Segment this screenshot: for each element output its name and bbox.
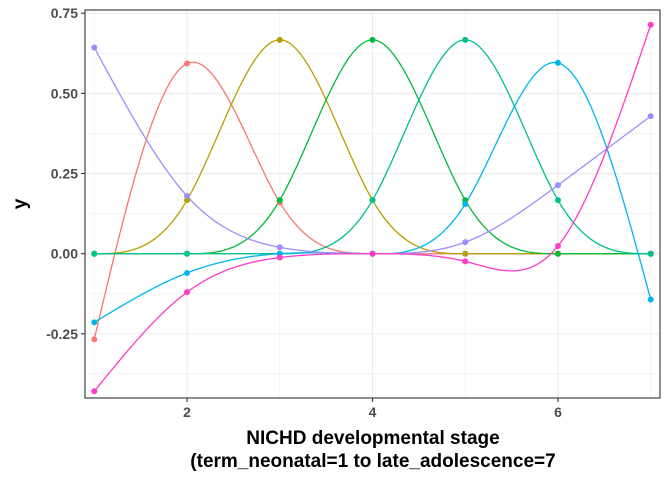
series-3-point: [276, 197, 283, 204]
series-7-point: [184, 289, 191, 296]
series-3-point: [554, 250, 561, 257]
x-axis-title-line-1: NICHD developmental stage: [246, 428, 499, 449]
series-5-point: [91, 319, 98, 326]
y-tick-label: -0.25: [46, 326, 78, 342]
series-layer: [91, 21, 654, 395]
y-tick-label: 0.25: [51, 166, 78, 182]
series-4-point: [647, 250, 654, 257]
series-6-point: [462, 239, 469, 246]
series-2-point: [462, 250, 469, 257]
series-6-point: [554, 182, 561, 189]
series-7-point: [462, 258, 469, 265]
series-7-point: [647, 21, 654, 28]
series-4-point: [369, 197, 376, 204]
series-7-point: [554, 243, 561, 250]
series-7-point: [369, 250, 376, 257]
x-axis-title-line-2: (term_neonatal=1 to late_adolescence=7: [190, 451, 555, 472]
y-tick-label: 0.75: [51, 5, 78, 21]
x-tick-label: 2: [183, 404, 191, 420]
series-2-point: [184, 197, 191, 204]
series-3-point: [369, 36, 376, 43]
series-4-point: [554, 197, 561, 204]
series-4-point: [184, 250, 191, 257]
series-6-point: [647, 113, 654, 120]
grid-major: [85, 10, 660, 398]
series-7-point: [276, 254, 283, 261]
y-tick-label: 0.00: [51, 246, 78, 262]
series-5-point: [462, 201, 469, 207]
series-5-point: [647, 296, 654, 303]
series-2-point: [276, 36, 283, 43]
x-tick-label: 4: [369, 404, 377, 420]
series-4-point: [462, 36, 469, 43]
x-axis-ticks: 2 4 6: [183, 398, 562, 420]
y-tick-label: 0.50: [51, 85, 78, 101]
plot-panel: [84, 9, 661, 399]
series-4-point: [91, 250, 98, 257]
series-1-point: [91, 336, 98, 343]
series-6-point: [276, 244, 283, 251]
y-axis-title: y: [10, 198, 31, 209]
series-5-point: [184, 269, 191, 276]
y-axis-ticks: -0.25 0.00 0.25 0.50 0.75: [46, 5, 85, 342]
series-1-point: [184, 60, 191, 67]
x-tick-label: 6: [554, 404, 562, 420]
series-6-point: [91, 44, 98, 51]
series-7-point: [91, 388, 98, 395]
series-5-point: [554, 59, 561, 66]
series-6-point: [184, 192, 191, 199]
